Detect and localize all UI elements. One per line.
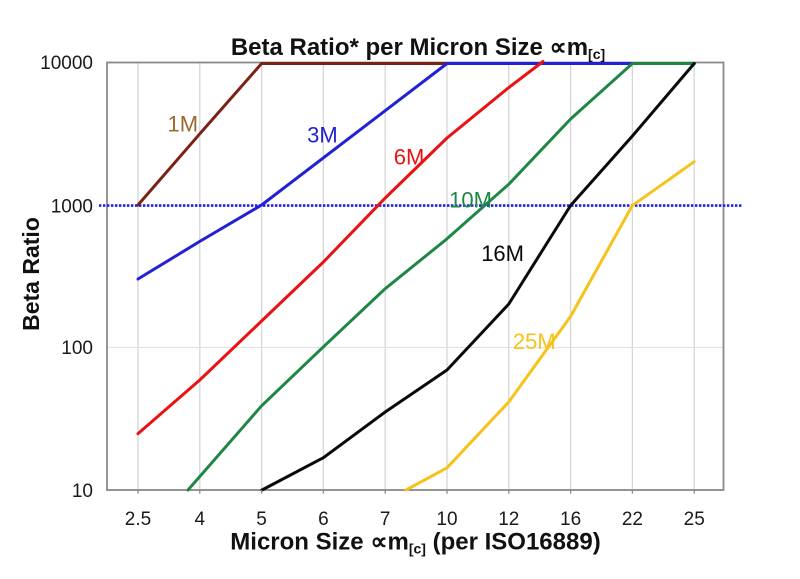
svg-text:12: 12 (498, 509, 519, 530)
svg-text:Beta Ratio: Beta Ratio (18, 217, 44, 331)
svg-text:1M: 1M (168, 112, 199, 137)
svg-text:1000: 1000 (51, 197, 93, 218)
svg-text:25: 25 (684, 509, 705, 530)
svg-text:16: 16 (560, 509, 581, 530)
svg-text:22: 22 (622, 509, 643, 530)
svg-text:7: 7 (380, 509, 391, 530)
svg-text:6M: 6M (394, 145, 425, 170)
svg-text:25M: 25M (513, 329, 556, 354)
svg-text:3M: 3M (307, 123, 338, 148)
svg-text:16M: 16M (481, 241, 524, 266)
svg-text:Micron Size ∝m[c] (per ISO1688: Micron Size ∝m[c] (per ISO16889) (230, 529, 600, 557)
svg-text:10: 10 (72, 481, 93, 502)
svg-text:Beta Ratio* per Micron Size ∝m: Beta Ratio* per Micron Size ∝m[c] (231, 34, 605, 62)
svg-text:2.5: 2.5 (125, 509, 151, 530)
svg-text:5: 5 (256, 509, 267, 530)
svg-text:100: 100 (61, 338, 93, 359)
svg-text:10M: 10M (449, 188, 492, 213)
svg-text:6: 6 (318, 509, 329, 530)
svg-text:10000: 10000 (40, 53, 93, 74)
svg-text:4: 4 (195, 509, 206, 530)
svg-text:10: 10 (436, 509, 457, 530)
